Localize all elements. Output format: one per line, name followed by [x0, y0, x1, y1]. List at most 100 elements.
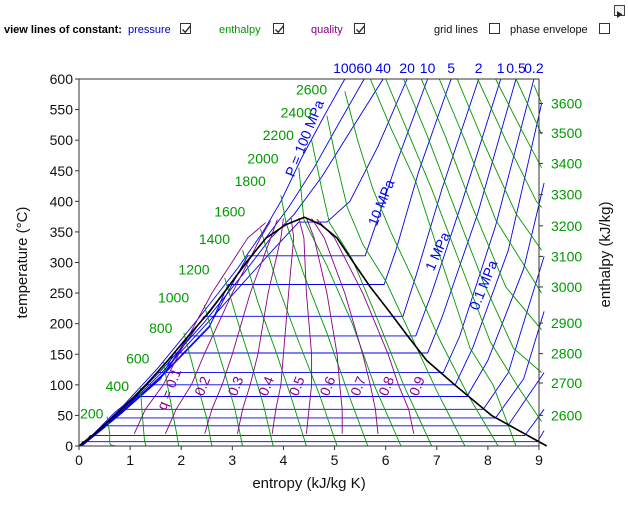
- enthalpy-label: 2000: [247, 150, 278, 166]
- enthalpy-label: 400: [106, 378, 130, 394]
- phase-envelope-checkbox[interactable]: [599, 23, 610, 34]
- play-button[interactable]: [614, 5, 625, 18]
- quality-lines: [133, 217, 415, 434]
- enthalpy-line: [533, 84, 543, 104]
- quality-label: 0.6: [316, 374, 338, 398]
- y2-tick-label: 2800: [551, 346, 582, 362]
- enthalpy-line: [280, 195, 369, 447]
- y-tick-label: 500: [50, 132, 74, 148]
- y2-tick-label: 3200: [551, 218, 582, 234]
- pressure-lines: [81, 78, 545, 447]
- pressure-top-label: 60: [356, 60, 372, 76]
- enthalpy-label: 1000: [158, 289, 189, 305]
- x-tick-label: 1: [126, 452, 134, 468]
- pressure-top-label: 100: [333, 60, 357, 76]
- enthalpy-label: 1800: [235, 173, 266, 189]
- enthalpy-label: 1400: [199, 231, 230, 247]
- enthalpy-line: [139, 387, 147, 447]
- quality-line: [316, 218, 415, 434]
- x-tick-label: 2: [177, 452, 185, 468]
- quality-checkbox[interactable]: [354, 23, 366, 34]
- pressure-annotation: 10 MPa: [365, 177, 398, 228]
- enthalpy-label: 1600: [214, 204, 245, 220]
- enthalpy-line: [495, 78, 542, 168]
- pressure-line: [81, 311, 545, 447]
- enthalpy-label: 600: [126, 350, 150, 366]
- quality-line: [271, 217, 295, 434]
- y-tick-label: 50: [57, 407, 73, 423]
- pressure-line: [81, 78, 346, 447]
- enthalpy-label: 200: [80, 405, 104, 421]
- quality-label: 0.3: [224, 374, 246, 398]
- enthalpy-line: [385, 78, 542, 422]
- y2-tick-label: 3500: [551, 125, 582, 141]
- quality-label: 0.2: [191, 374, 213, 398]
- quality-line: [311, 218, 379, 434]
- enthalpy-lines: [106, 78, 543, 447]
- enthalpy-line: [369, 78, 517, 447]
- x-tick-label: 7: [433, 452, 441, 468]
- quality-label: 0.4: [255, 374, 277, 398]
- saturation-dome: [78, 216, 548, 447]
- pressure-line: [81, 78, 408, 447]
- y2-tick-label: 3000: [551, 279, 582, 295]
- pressure-top-label: 10: [420, 60, 436, 76]
- quality-line: [298, 217, 313, 434]
- enthalpy-checkbox[interactable]: [273, 23, 285, 34]
- y2-tick-label: 3400: [551, 155, 582, 171]
- enthalpy-line: [326, 115, 466, 447]
- x-tick-label: 0: [75, 452, 83, 468]
- gridlines-checkbox[interactable]: [489, 23, 500, 34]
- y2-tick-label: 3600: [551, 95, 582, 111]
- quality-label: 0.9: [406, 374, 428, 398]
- enthalpy-line: [403, 78, 542, 373]
- enthalpy-label: enthalpy: [219, 24, 261, 36]
- pressure-checkbox[interactable]: [180, 23, 192, 34]
- x-tick-label: 9: [535, 452, 543, 468]
- quality-label: 0.5: [286, 374, 308, 398]
- phase-envelope-label: phase envelope: [510, 24, 588, 36]
- y2-tick-label: 2900: [551, 315, 582, 331]
- y-tick-label: 150: [50, 346, 74, 362]
- enthalpy-line: [438, 78, 542, 294]
- play-icon: [617, 11, 623, 18]
- quality-label: quality: [311, 24, 343, 36]
- y-tick-label: 200: [50, 316, 74, 332]
- enthalpy-label: 1200: [178, 262, 209, 278]
- pressure-top-label: 1: [497, 60, 505, 76]
- enthalpy-label: 2400: [281, 105, 312, 121]
- x-tick-label: 8: [484, 452, 492, 468]
- pressure-top-label: 0.2: [524, 60, 544, 76]
- enthalpy-line: [311, 140, 433, 447]
- enthalpy-line: [298, 167, 402, 447]
- check-icon: [275, 25, 285, 34]
- x-tick-label: 6: [382, 452, 390, 468]
- x-tick-label: 3: [228, 452, 236, 468]
- y2-axis-label: enthalpy (kJ/kg): [597, 202, 614, 308]
- enthalpy-line: [224, 277, 274, 447]
- enthalpy-line: [477, 78, 542, 208]
- quality-line: [133, 222, 266, 434]
- quality-line: [164, 220, 272, 434]
- quality-line: [236, 218, 284, 434]
- enthalpy-line: [420, 78, 542, 331]
- enthalpy-line: [203, 305, 244, 447]
- y-tick-label: 400: [50, 193, 74, 209]
- pressure-line: [81, 103, 543, 447]
- y2-tick-label: 2600: [551, 407, 582, 423]
- enthalpy-line: [183, 332, 213, 447]
- enthalpy-line: [259, 228, 338, 447]
- gridlines-label: grid lines: [434, 24, 479, 36]
- y-tick-label: 100: [50, 377, 74, 393]
- controls-title: view lines of constant:: [4, 24, 122, 36]
- quality-label: 0.7: [347, 374, 369, 398]
- enthalpy-label: 800: [149, 320, 173, 336]
- y-tick-label: 250: [50, 285, 74, 301]
- y-tick-label: 450: [50, 163, 74, 179]
- quality-line: [204, 219, 278, 434]
- pressure-top-label: 40: [375, 60, 391, 76]
- pressure-line: [81, 78, 429, 447]
- enthalpy-line: [515, 78, 543, 135]
- pressure-top-label: 5: [447, 60, 455, 76]
